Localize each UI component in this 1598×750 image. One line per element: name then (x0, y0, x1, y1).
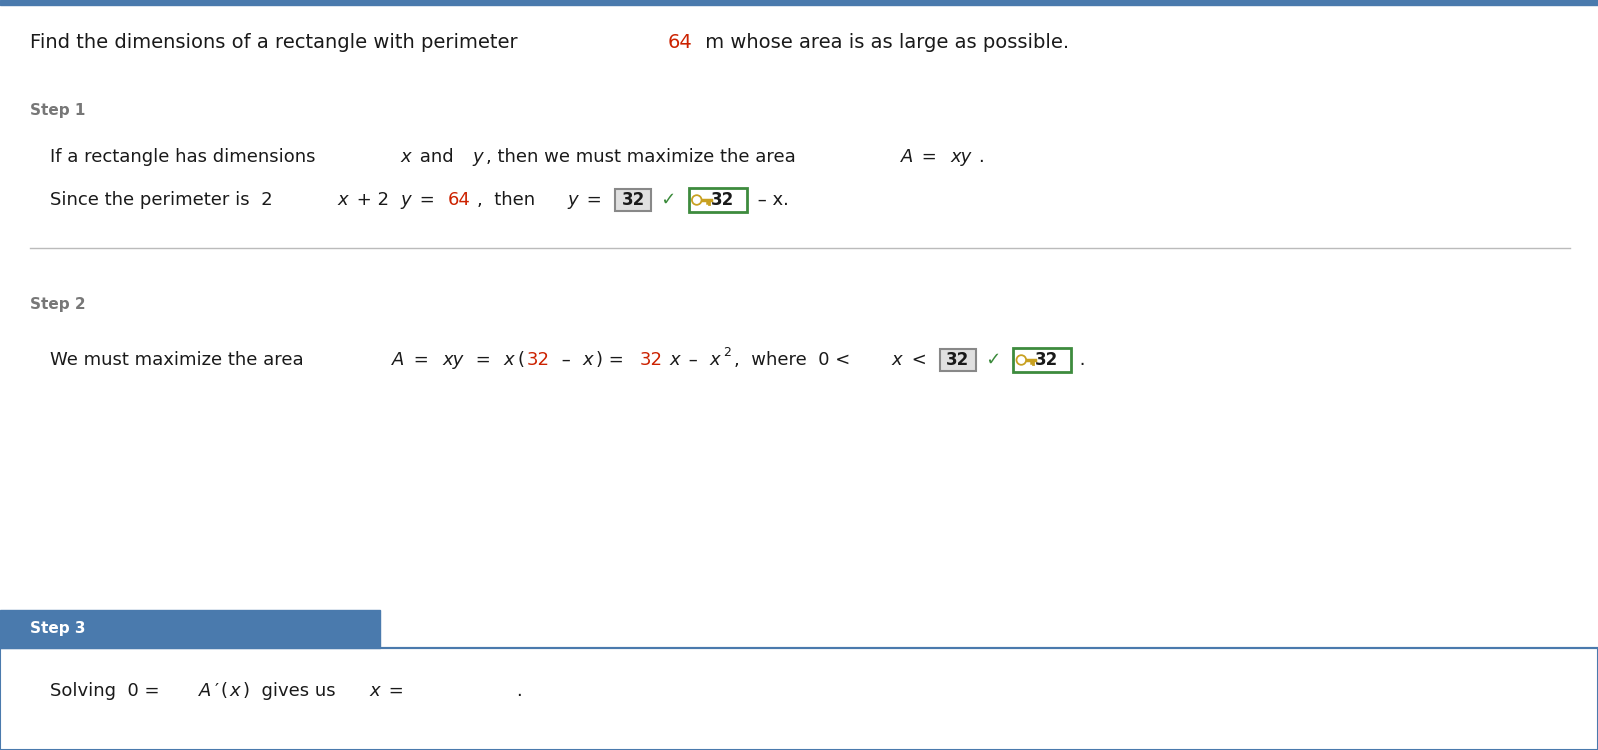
Text: =: = (916, 148, 943, 166)
Text: 32: 32 (622, 191, 644, 209)
Text: x: x (710, 351, 721, 369)
Circle shape (692, 195, 702, 205)
Text: =: = (414, 191, 439, 209)
Text: ✓: ✓ (655, 191, 676, 209)
Text: .: . (1074, 351, 1085, 369)
Text: m whose area is as large as possible.: m whose area is as large as possible. (700, 32, 1069, 52)
FancyBboxPatch shape (615, 189, 650, 211)
Text: )  gives us: ) gives us (243, 682, 340, 700)
Text: 64: 64 (668, 32, 692, 52)
Text: x: x (337, 191, 348, 209)
Bar (0, 610, 380, 648)
Text: .: . (516, 682, 523, 700)
Text: 32: 32 (527, 351, 550, 369)
Text: Step 1: Step 1 (30, 103, 85, 118)
Text: 32: 32 (1036, 351, 1058, 369)
Text: Step 2: Step 2 (30, 298, 86, 313)
Text: x: x (892, 351, 903, 369)
Text: y: y (400, 191, 411, 209)
Text: 32: 32 (946, 351, 970, 369)
Text: x: x (229, 682, 240, 700)
Text: (: ( (221, 682, 227, 700)
Text: Find the dimensions of a rectangle with perimeter: Find the dimensions of a rectangle with … (30, 32, 524, 52)
Text: If a rectangle has dimensions: If a rectangle has dimensions (50, 148, 321, 166)
Text: A: A (392, 351, 404, 369)
Bar (0, 648, 1598, 750)
Text: 32: 32 (639, 351, 663, 369)
Text: –: – (682, 351, 703, 369)
FancyBboxPatch shape (940, 349, 976, 371)
Circle shape (694, 196, 700, 203)
Text: and: and (414, 148, 459, 166)
FancyBboxPatch shape (689, 188, 746, 212)
Text: x: x (369, 682, 380, 700)
Text: + 2: + 2 (352, 191, 388, 209)
FancyBboxPatch shape (1013, 348, 1071, 372)
Text: Since the perimeter is  2: Since the perimeter is 2 (50, 191, 273, 209)
Bar (0, 0, 1598, 5)
Text: <: < (906, 351, 932, 369)
Text: ,  where  0 <: , where 0 < (735, 351, 857, 369)
Circle shape (1018, 357, 1024, 363)
Text: x: x (583, 351, 593, 369)
Text: –: – (556, 351, 577, 369)
Text: .: . (978, 148, 984, 166)
Circle shape (1016, 355, 1026, 365)
Text: ,  then: , then (478, 191, 547, 209)
Text: Solving  0 =: Solving 0 = (50, 682, 165, 700)
Text: =: = (582, 191, 607, 209)
Text: 64: 64 (447, 191, 471, 209)
Text: =: = (407, 351, 435, 369)
Text: A: A (198, 682, 211, 700)
FancyBboxPatch shape (417, 679, 513, 703)
Text: ✓: ✓ (980, 351, 1000, 369)
Text: x: x (670, 351, 681, 369)
Text: xy: xy (443, 351, 463, 369)
Text: 2: 2 (724, 346, 732, 359)
Text: We must maximize the area: We must maximize the area (50, 351, 315, 369)
Text: – x.: – x. (751, 191, 789, 209)
Text: ) =: ) = (596, 351, 630, 369)
Text: x: x (503, 351, 515, 369)
Text: =: = (470, 351, 495, 369)
Text: y: y (473, 148, 483, 166)
Text: ′: ′ (214, 682, 219, 700)
Text: , then we must maximize the area: , then we must maximize the area (486, 148, 807, 166)
Text: (: ( (518, 351, 524, 369)
Text: xy: xy (951, 148, 972, 166)
Text: =: = (384, 682, 411, 700)
Text: 32: 32 (711, 191, 733, 209)
Text: y: y (567, 191, 578, 209)
Text: x: x (400, 148, 411, 166)
Text: Step 3: Step 3 (30, 622, 86, 637)
Text: A: A (901, 148, 912, 166)
